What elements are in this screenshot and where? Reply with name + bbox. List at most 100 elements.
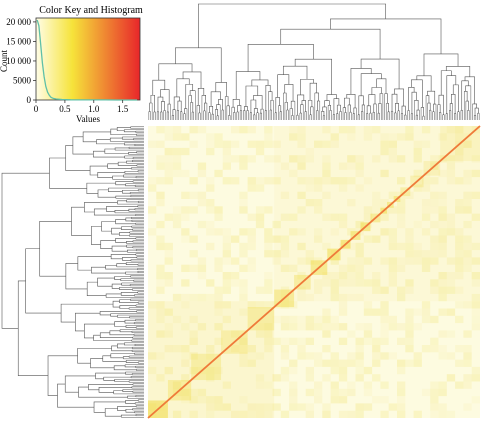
heatmap-cell: [338, 213, 348, 221]
heatmap-cell: [397, 388, 406, 397]
heatmap-cell: [338, 264, 348, 272]
heatmap-cell: [156, 199, 165, 207]
heatmap-cell: [463, 242, 472, 251]
heatmap-cell: [397, 403, 406, 411]
row-dendro-link: [104, 148, 129, 154]
row-dendro-link: [117, 200, 127, 205]
heatmap-cell: [455, 381, 464, 389]
heatmap-cell: [305, 315, 314, 324]
heatmap-cell: [247, 301, 256, 309]
heatmap-cell: [430, 250, 439, 258]
heatmap-cell: [455, 301, 464, 309]
col-dendro-link: [438, 94, 444, 115]
heatmap-cell: [289, 155, 298, 163]
heatmap-cell: [430, 381, 439, 389]
row-dendro-link: [119, 329, 132, 333]
heatmap-cell: [463, 257, 472, 265]
heatmap-cell: [239, 162, 248, 170]
heatmap-cell: [206, 206, 215, 214]
row-dendro-link: [125, 217, 132, 222]
heatmap-cell: [305, 366, 314, 375]
col-dendro-link: [152, 79, 166, 96]
heatmap-cell: [264, 228, 273, 236]
row-dendro-link: [77, 348, 112, 364]
col-dendro-link: [416, 109, 420, 116]
heatmap-cell: [355, 272, 364, 280]
heatmap-cell: [397, 257, 406, 265]
col-dendro-link: [289, 108, 293, 116]
heatmap-cell: [413, 352, 422, 360]
heatmap-cell: [181, 352, 190, 360]
heatmap-cell: [405, 250, 414, 258]
col-dendro-link: [253, 95, 263, 110]
heatmap-cell: [430, 279, 439, 287]
heatmap-cell: [156, 220, 165, 229]
col-dendro-link: [268, 91, 273, 101]
col-dendro-link: [350, 68, 372, 95]
heatmap-cell: [181, 301, 190, 309]
col-dendro-link: [284, 84, 294, 102]
heatmap-cell: [455, 147, 464, 156]
col-dendro-link: [190, 102, 194, 113]
heatmap-cell: [214, 206, 223, 214]
heatmap-cell: [363, 177, 373, 185]
heatmap-cell: [347, 162, 356, 170]
heatmap-cell: [405, 337, 414, 345]
heatmap-cell: [347, 228, 356, 236]
heatmap-cell: [164, 345, 173, 353]
heatmap-cell: [330, 213, 339, 221]
row-dendro-link: [125, 360, 139, 363]
row-dendro-link: [99, 332, 133, 338]
col-dendro-link: [253, 108, 258, 115]
heatmap-cell: [355, 352, 364, 360]
heatmap-cell: [297, 155, 306, 163]
heatmap-cell: [363, 126, 373, 134]
heatmap-cell: [181, 191, 190, 199]
row-dendro-link: [125, 271, 138, 275]
heatmap-cell: [322, 403, 331, 411]
heatmap-cell: [247, 228, 256, 236]
heatmap-cell: [430, 345, 439, 353]
col-dendro-link: [452, 84, 459, 112]
col-dendro-link: [449, 103, 453, 111]
heatmap-cell: [280, 301, 290, 309]
heatmap-cell: [264, 242, 273, 251]
heatmap-cell: [172, 381, 182, 389]
heatmap-cell: [280, 235, 290, 243]
heatmap-cell: [438, 279, 447, 287]
row-dendro-link: [97, 277, 115, 287]
heatmap-cell: [264, 403, 273, 411]
heatmap-cell: [231, 330, 240, 338]
heatmap-cell: [297, 352, 306, 360]
heatmap-cell: [372, 396, 381, 404]
heatmap-cell: [264, 323, 273, 331]
heatmap-cell: [239, 359, 248, 367]
heatmap-cell: [231, 235, 240, 243]
heatmap-cell: [446, 162, 456, 170]
col-dendro-link: [284, 101, 288, 110]
col-dendro-link: [379, 93, 383, 104]
column-dendrogram: [148, 3, 480, 120]
heatmap-cell: [222, 147, 231, 156]
heatmap-cell: [438, 293, 447, 302]
col-dendro-link: [346, 94, 356, 108]
col-dendro-link: [343, 107, 346, 113]
heatmap-cell: [438, 213, 447, 221]
heatmap-cell: [197, 264, 207, 272]
heatmap-cell: [181, 388, 190, 397]
row-dendro-link: [39, 221, 72, 277]
heatmap-cell: [280, 242, 290, 251]
row-dendro-link: [115, 181, 134, 186]
row-dendro-link: [116, 127, 131, 132]
row-dendro-link: [126, 199, 139, 203]
heatmap-cell: [214, 337, 223, 345]
heatmap-cell: [206, 177, 215, 185]
heatmap-cell: [338, 366, 348, 375]
row-dendro-link: [88, 384, 133, 391]
heatmap-cell: [156, 301, 165, 309]
heatmap-cell: [455, 199, 464, 207]
heatmap-cell: [206, 140, 215, 148]
heatmap-cell: [330, 177, 339, 185]
heatmap-cell: [239, 126, 248, 134]
heatmap-cell: [463, 345, 472, 353]
